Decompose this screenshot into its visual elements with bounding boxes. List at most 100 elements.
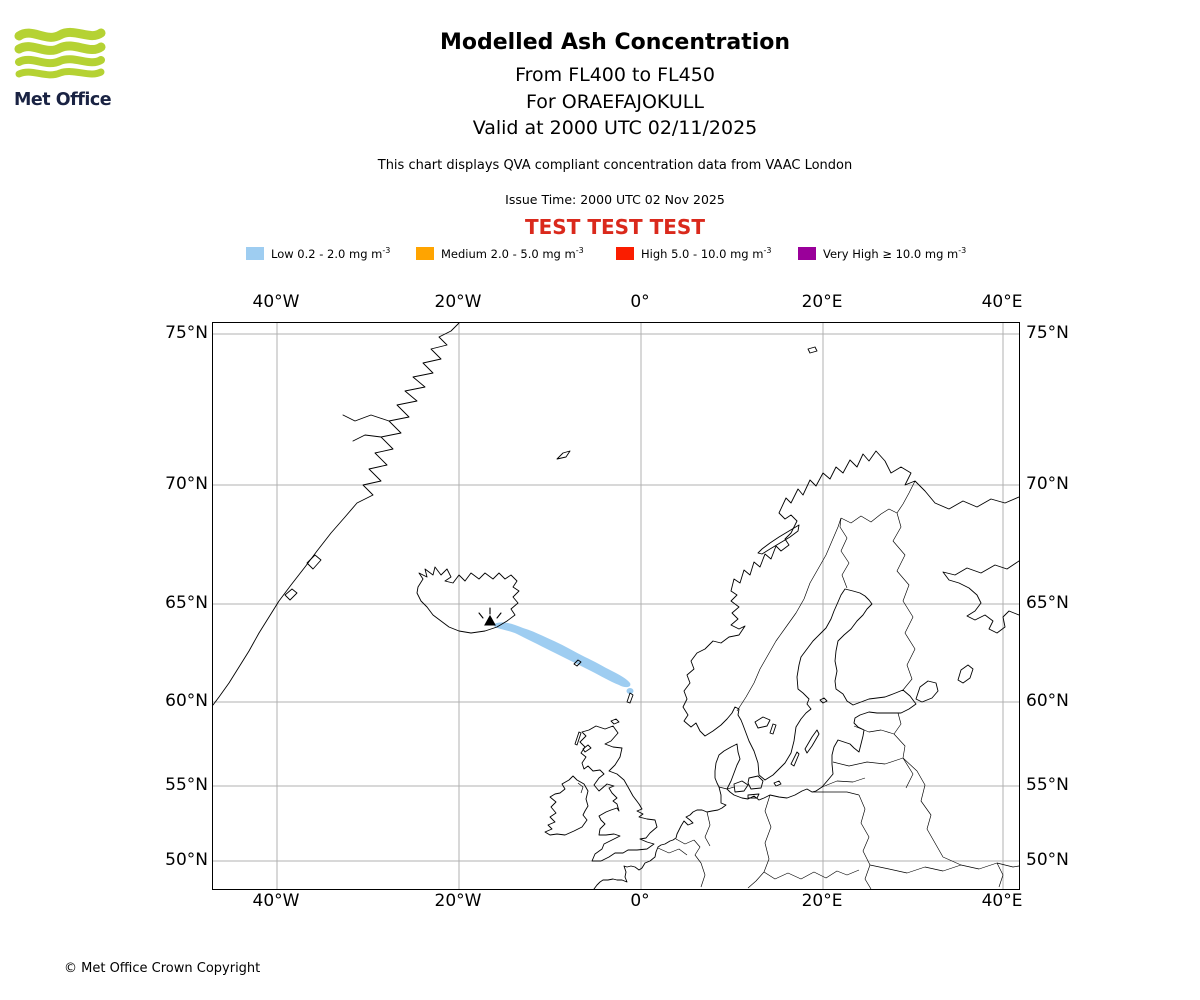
y-tick-right-75n: 75°N xyxy=(1026,323,1069,343)
legend-item-very-high: Very High ≥ 10.0 mg m-3 xyxy=(798,243,966,262)
border-belgium-germany xyxy=(693,839,702,864)
faroe-islands xyxy=(573,659,582,667)
x-tick-top-20e: 20°E xyxy=(801,292,843,312)
greenland-coastline xyxy=(213,323,460,706)
border-latvia-russia xyxy=(893,733,906,759)
met-office-logo: Met Office xyxy=(14,26,114,110)
funen-island xyxy=(733,780,749,793)
legend-swatch-high xyxy=(616,247,634,260)
aland-islands xyxy=(819,697,828,704)
x-tick-bottom-20w: 20°W xyxy=(434,891,482,911)
graticule-grid xyxy=(213,323,1019,889)
iceland-coastline xyxy=(416,566,520,634)
legend-item-high: High 5.0 - 10.0 mg m-3 xyxy=(616,243,771,262)
concentration-legend: Low 0.2 - 2.0 mg m-3 Medium 2.0 - 5.0 mg… xyxy=(0,243,1200,261)
border-kaliningrad-poland xyxy=(812,791,860,796)
x-tick-bottom-40w: 40°W xyxy=(252,891,300,911)
greenland-offshore-island-1 xyxy=(306,554,322,570)
met-office-logo-waves-icon xyxy=(14,27,106,79)
y-tick-right-55n: 55°N xyxy=(1026,775,1069,795)
greenland-offshore-island-2 xyxy=(284,588,298,601)
border-germany-denmark xyxy=(718,786,735,790)
lake-onega xyxy=(957,664,974,684)
border-estonia-russia xyxy=(893,712,902,735)
border-uk-ireland xyxy=(577,782,584,794)
jan-mayen-island xyxy=(556,450,571,460)
x-tick-bottom-40e: 40°E xyxy=(981,891,1023,911)
oland-island xyxy=(790,751,800,767)
x-tick-top-0: 0° xyxy=(630,292,650,312)
x-tick-top-20w: 20°W xyxy=(434,292,482,312)
border-norway-finland-russia xyxy=(840,480,916,524)
legend-label-medium: Medium 2.0 - 5.0 mg m-3 xyxy=(441,246,584,261)
outer-hebrides xyxy=(574,731,582,746)
ireland-coastline xyxy=(544,775,589,836)
y-tick-left-75n: 75°N xyxy=(165,323,208,343)
border-germany-czech xyxy=(747,871,765,889)
lake-vanern xyxy=(754,716,771,729)
y-tick-right-60n: 60°N xyxy=(1026,691,1069,711)
ash-plume-detached-blob xyxy=(626,688,634,694)
lake-ladoga xyxy=(915,680,939,703)
lofoten-islands xyxy=(757,524,800,555)
x-tick-top-40e: 40°E xyxy=(981,292,1023,312)
subtitle-valid-time: Valid at 2000 UTC 02/11/2025 xyxy=(472,117,758,139)
x-tick-bottom-20e: 20°E xyxy=(801,891,843,911)
y-tick-left-60n: 60°N xyxy=(165,691,208,711)
border-estonia-latvia xyxy=(853,725,895,735)
great-britain-coastline xyxy=(579,725,658,862)
subtitle-flight-levels: From FL400 to FL450 xyxy=(515,64,715,86)
legend-label-high: High 5.0 - 10.0 mg m-3 xyxy=(641,246,772,261)
chart-header: Modelled Ash Concentration From FL400 to… xyxy=(15,30,1200,239)
y-tick-left-65n: 65°N xyxy=(165,593,208,613)
bornholm-island xyxy=(773,780,782,787)
border-poland-east xyxy=(858,794,872,889)
coastlines xyxy=(213,323,1019,889)
copyright-notice: © Met Office Crown Copyright xyxy=(64,961,261,976)
y-tick-left-55n: 55°N xyxy=(165,775,208,795)
legend-swatch-very-high xyxy=(798,247,816,260)
greenland-fjord-2 xyxy=(352,434,382,442)
mainland-europe-coastline xyxy=(593,450,1019,889)
test-banner: TEST TEST TEST xyxy=(525,214,705,239)
border-lithuania-belarus xyxy=(902,757,914,789)
subtitle-volcano-name: For ORAEFAJOKULL xyxy=(526,90,704,113)
border-latvia-lithuania xyxy=(832,757,904,767)
legend-label-low: Low 0.2 - 2.0 mg m-3 xyxy=(271,246,391,261)
white-sea-coastline xyxy=(942,560,1019,634)
y-tick-right-50n: 50°N xyxy=(1026,850,1069,870)
orkney-islands xyxy=(610,718,620,725)
ash-plume-main xyxy=(493,622,631,688)
shetland-islands xyxy=(626,692,634,704)
bear-island xyxy=(807,346,818,354)
border-belgium-netherlands xyxy=(675,838,695,845)
x-tick-bottom-0: 0° xyxy=(630,891,650,911)
zealand-island xyxy=(747,775,764,790)
border-sweden-finland xyxy=(839,517,850,589)
border-russia-ukraine xyxy=(996,862,1004,888)
issue-time: Issue Time: 2000 UTC 02 Nov 2025 xyxy=(505,191,725,207)
border-belarus-russia xyxy=(902,757,962,866)
legend-swatch-medium xyxy=(416,247,434,260)
qva-compliance-note: This chart displays QVA compliant concen… xyxy=(377,157,853,173)
map-frame xyxy=(212,322,1020,890)
gotland-island xyxy=(804,729,820,754)
border-norway-sweden xyxy=(736,517,842,712)
border-finland-russia xyxy=(892,512,916,691)
border-netherlands-germany xyxy=(704,811,711,847)
border-czech-ridge xyxy=(763,869,860,880)
country-borders xyxy=(577,480,1019,889)
map-canvas xyxy=(213,323,1019,889)
greenland-fjord-1 xyxy=(342,414,390,422)
border-france-belgium xyxy=(657,847,688,856)
legend-label-very-high: Very High ≥ 10.0 mg m-3 xyxy=(823,246,967,261)
border-germany-poland xyxy=(763,794,772,873)
isle-of-skye xyxy=(582,744,592,753)
legend-item-low: Low 0.2 - 2.0 mg m-3 xyxy=(246,243,390,262)
x-tick-top-40w: 40°W xyxy=(252,292,300,312)
y-tick-right-65n: 65°N xyxy=(1026,593,1069,613)
volcano-eruption-icon xyxy=(478,607,502,626)
lolland-island xyxy=(747,793,760,799)
y-tick-right-70n: 70°N xyxy=(1026,474,1069,494)
border-belarus-ukraine xyxy=(869,862,1019,874)
